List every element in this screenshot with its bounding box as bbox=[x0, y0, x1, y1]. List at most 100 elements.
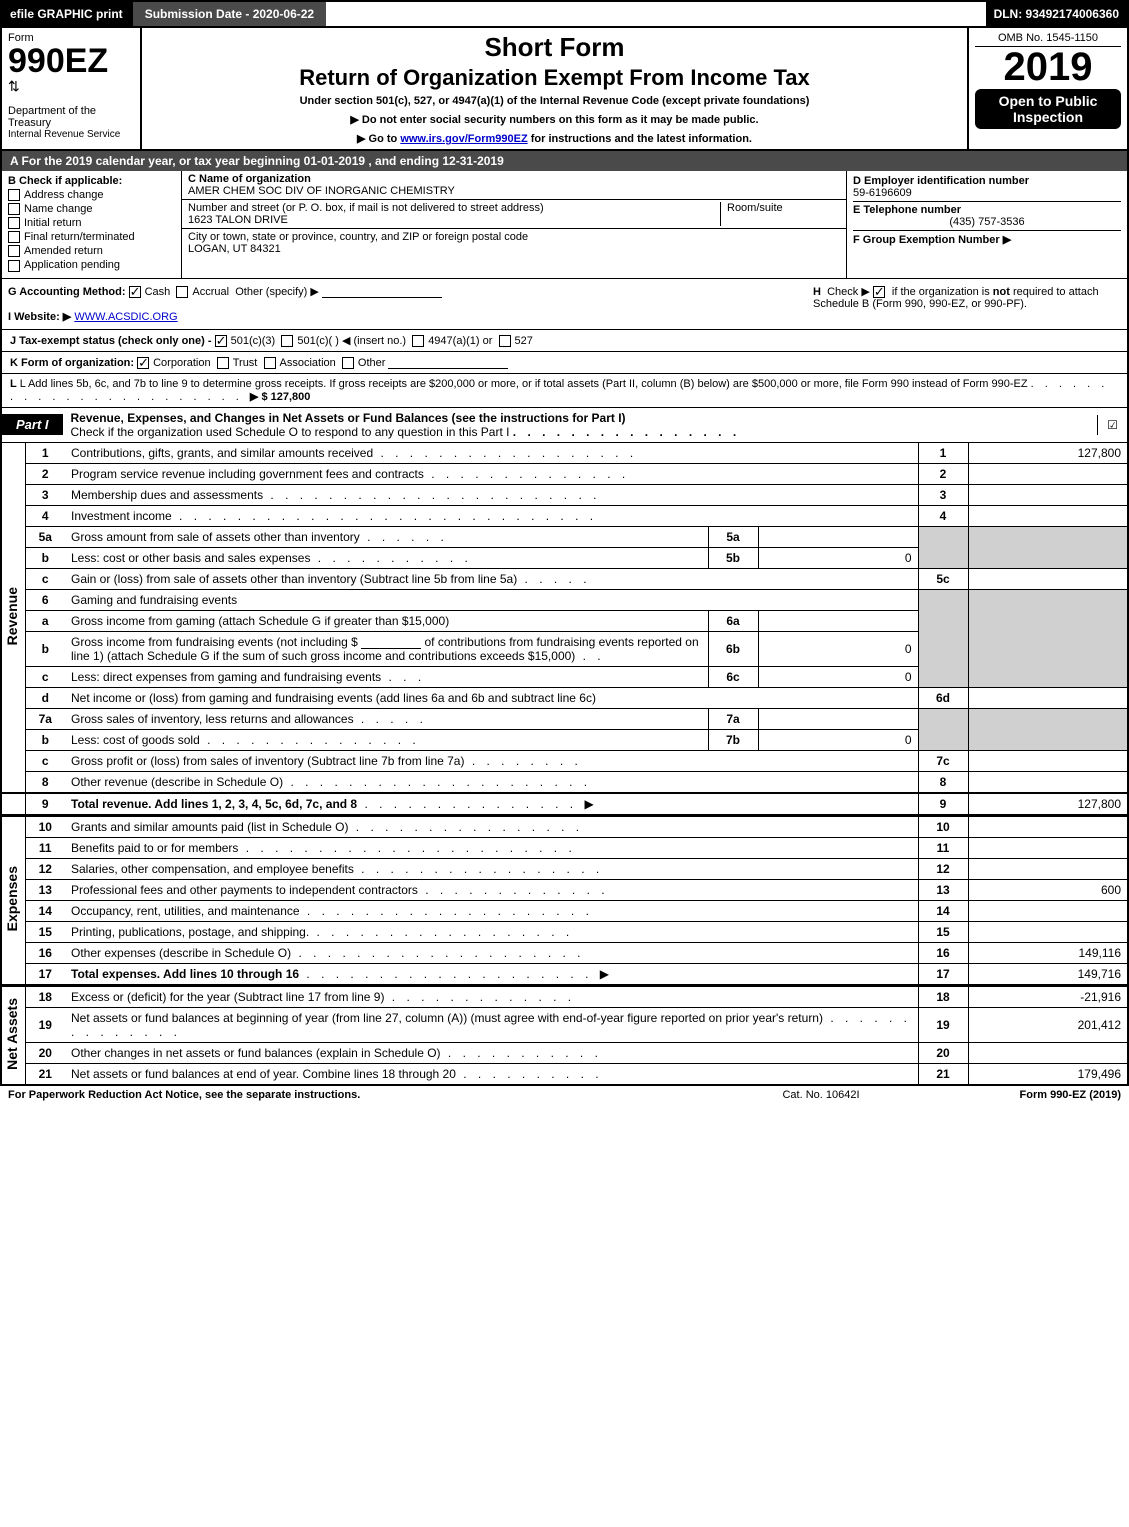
l6-num: 6 bbox=[25, 589, 65, 610]
l6a-sub: 6a bbox=[708, 610, 758, 631]
l21-desc: Net assets or fund balances at end of ye… bbox=[71, 1067, 456, 1081]
l14-num: 14 bbox=[25, 900, 65, 921]
check-association[interactable] bbox=[264, 357, 276, 369]
tax-status-row: J Tax-exempt status (check only one) - 5… bbox=[0, 330, 1129, 352]
other-org-input[interactable] bbox=[388, 356, 508, 369]
header-subtitle: Under section 501(c), 527, or 4947(a)(1)… bbox=[150, 95, 959, 107]
l6b-desc-pre: Gross income from fundraising events (no… bbox=[71, 635, 358, 649]
city-value: LOGAN, UT 84321 bbox=[188, 243, 281, 255]
part1-check-text: Check if the organization used Schedule … bbox=[71, 425, 510, 439]
l6c-num: c bbox=[25, 666, 65, 687]
l17-desc: Total expenses. Add lines 10 through 16 bbox=[71, 967, 299, 981]
irs-link[interactable]: www.irs.gov/Form990EZ bbox=[400, 133, 527, 145]
l8-val bbox=[968, 771, 1128, 793]
check-cash[interactable] bbox=[129, 286, 141, 298]
l12-num: 12 bbox=[25, 858, 65, 879]
dln-label: DLN: 93492174006360 bbox=[986, 2, 1127, 26]
l16-desc: Other expenses (describe in Schedule O) bbox=[71, 946, 291, 960]
l6b-num: b bbox=[25, 631, 65, 666]
ssn-warning: ▶ Do not enter social security numbers o… bbox=[150, 113, 959, 126]
l7a-num: 7a bbox=[25, 708, 65, 729]
l7a-desc: Gross sales of inventory, less returns a… bbox=[71, 712, 354, 726]
check-application-pending[interactable] bbox=[8, 260, 20, 272]
check-other-org[interactable] bbox=[342, 357, 354, 369]
efile-print-label[interactable]: efile GRAPHIC print bbox=[2, 2, 131, 26]
label-accrual: Accrual bbox=[192, 286, 229, 298]
topbar-spacer bbox=[326, 2, 985, 26]
l6b-contrib-input[interactable] bbox=[361, 636, 421, 649]
part1-title: Revenue, Expenses, and Changes in Net As… bbox=[63, 408, 1097, 442]
label-527: 527 bbox=[515, 335, 533, 347]
check-501c3[interactable] bbox=[215, 335, 227, 347]
l14-val bbox=[968, 900, 1128, 921]
ein-value: 59-6196609 bbox=[853, 187, 912, 199]
l9-desc: Total revenue. Add lines 1, 2, 3, 4, 5c,… bbox=[71, 797, 357, 811]
check-final-return[interactable] bbox=[8, 231, 20, 243]
check-schedule-b-not-required[interactable] bbox=[873, 286, 885, 298]
header-left: Form 990EZ ⇅ Department of the Treasury … bbox=[2, 28, 142, 149]
l5a-desc: Gross amount from sale of assets other t… bbox=[71, 530, 360, 544]
l3-ln: 3 bbox=[918, 484, 968, 505]
check-corporation[interactable] bbox=[137, 357, 149, 369]
tax-period-bar: A For the 2019 calendar year, or tax yea… bbox=[0, 151, 1129, 171]
check-4947[interactable] bbox=[412, 335, 424, 347]
check-name-change[interactable] bbox=[8, 203, 20, 215]
part1-label: Part I bbox=[2, 414, 63, 435]
l5a-num: 5a bbox=[25, 526, 65, 547]
check-accrual[interactable] bbox=[176, 286, 188, 298]
l16-ln: 16 bbox=[918, 942, 968, 963]
entity-block: B Check if applicable: Address change Na… bbox=[0, 171, 1129, 279]
street-label: Number and street (or P. O. box, if mail… bbox=[188, 202, 544, 214]
part1-schedule-o-check[interactable]: ☑ bbox=[1097, 415, 1127, 435]
l7b-sub: 7b bbox=[708, 729, 758, 750]
l6d-val bbox=[968, 687, 1128, 708]
revenue-section-label: Revenue bbox=[1, 443, 25, 793]
l3-val bbox=[968, 484, 1128, 505]
footer-cat-no: Cat. No. 10642I bbox=[721, 1089, 921, 1101]
entity-right: D Employer identification number 59-6196… bbox=[847, 171, 1127, 278]
l11-desc: Benefits paid to or for members bbox=[71, 841, 238, 855]
label-501c3: 501(c)(3) bbox=[231, 335, 276, 347]
section-b-checks: B Check if applicable: Address change Na… bbox=[2, 171, 182, 278]
l20-val bbox=[968, 1042, 1128, 1063]
l13-desc: Professional fees and other payments to … bbox=[71, 883, 418, 897]
check-527[interactable] bbox=[499, 335, 511, 347]
l7c-ln: 7c bbox=[918, 750, 968, 771]
footer-paperwork-notice: For Paperwork Reduction Act Notice, see … bbox=[8, 1089, 721, 1101]
submission-date-label: Submission Date - 2020-06-22 bbox=[131, 2, 326, 26]
website-link[interactable]: WWW.ACSDIC.ORG bbox=[74, 311, 177, 323]
label-corporation: Corporation bbox=[153, 357, 210, 369]
l6-desc: Gaming and fundraising events bbox=[65, 589, 918, 610]
check-501c[interactable] bbox=[281, 335, 293, 347]
l20-ln: 20 bbox=[918, 1042, 968, 1063]
label-address-change: Address change bbox=[24, 189, 104, 201]
net-assets-section-label: Net Assets bbox=[1, 986, 25, 1085]
l17-ln: 17 bbox=[918, 963, 968, 984]
l18-val: -21,916 bbox=[968, 986, 1128, 1008]
h-text: Check ▶ if the organization is not requi… bbox=[813, 286, 1099, 310]
irs-label: Internal Revenue Service bbox=[8, 129, 134, 140]
label-final-return: Final return/terminated bbox=[24, 231, 135, 243]
part1-header: Part I Revenue, Expenses, and Changes in… bbox=[0, 408, 1129, 443]
city-label: City or town, state or province, country… bbox=[188, 231, 528, 243]
top-bar: efile GRAPHIC print Submission Date - 20… bbox=[0, 0, 1129, 28]
check-amended-return[interactable] bbox=[8, 245, 20, 257]
l3-desc: Membership dues and assessments bbox=[71, 488, 263, 502]
l7ab-shade-ln bbox=[918, 708, 968, 750]
l11-val bbox=[968, 837, 1128, 858]
l1-val: 127,800 bbox=[968, 443, 1128, 464]
check-address-change[interactable] bbox=[8, 189, 20, 201]
l7ab-shade-val bbox=[968, 708, 1128, 750]
l6a-num: a bbox=[25, 610, 65, 631]
check-trust[interactable] bbox=[217, 357, 229, 369]
j-label: J Tax-exempt status (check only one) - bbox=[10, 335, 212, 347]
l8-ln: 8 bbox=[918, 771, 968, 793]
check-initial-return[interactable] bbox=[8, 217, 20, 229]
l6d-num: d bbox=[25, 687, 65, 708]
l5c-ln: 5c bbox=[918, 568, 968, 589]
street-value: 1623 TALON DRIVE bbox=[188, 214, 288, 226]
l9-val: 127,800 bbox=[968, 793, 1128, 815]
l18-desc: Excess or (deficit) for the year (Subtra… bbox=[71, 990, 384, 1004]
other-specify-input[interactable] bbox=[322, 285, 442, 298]
l21-num: 21 bbox=[25, 1063, 65, 1085]
